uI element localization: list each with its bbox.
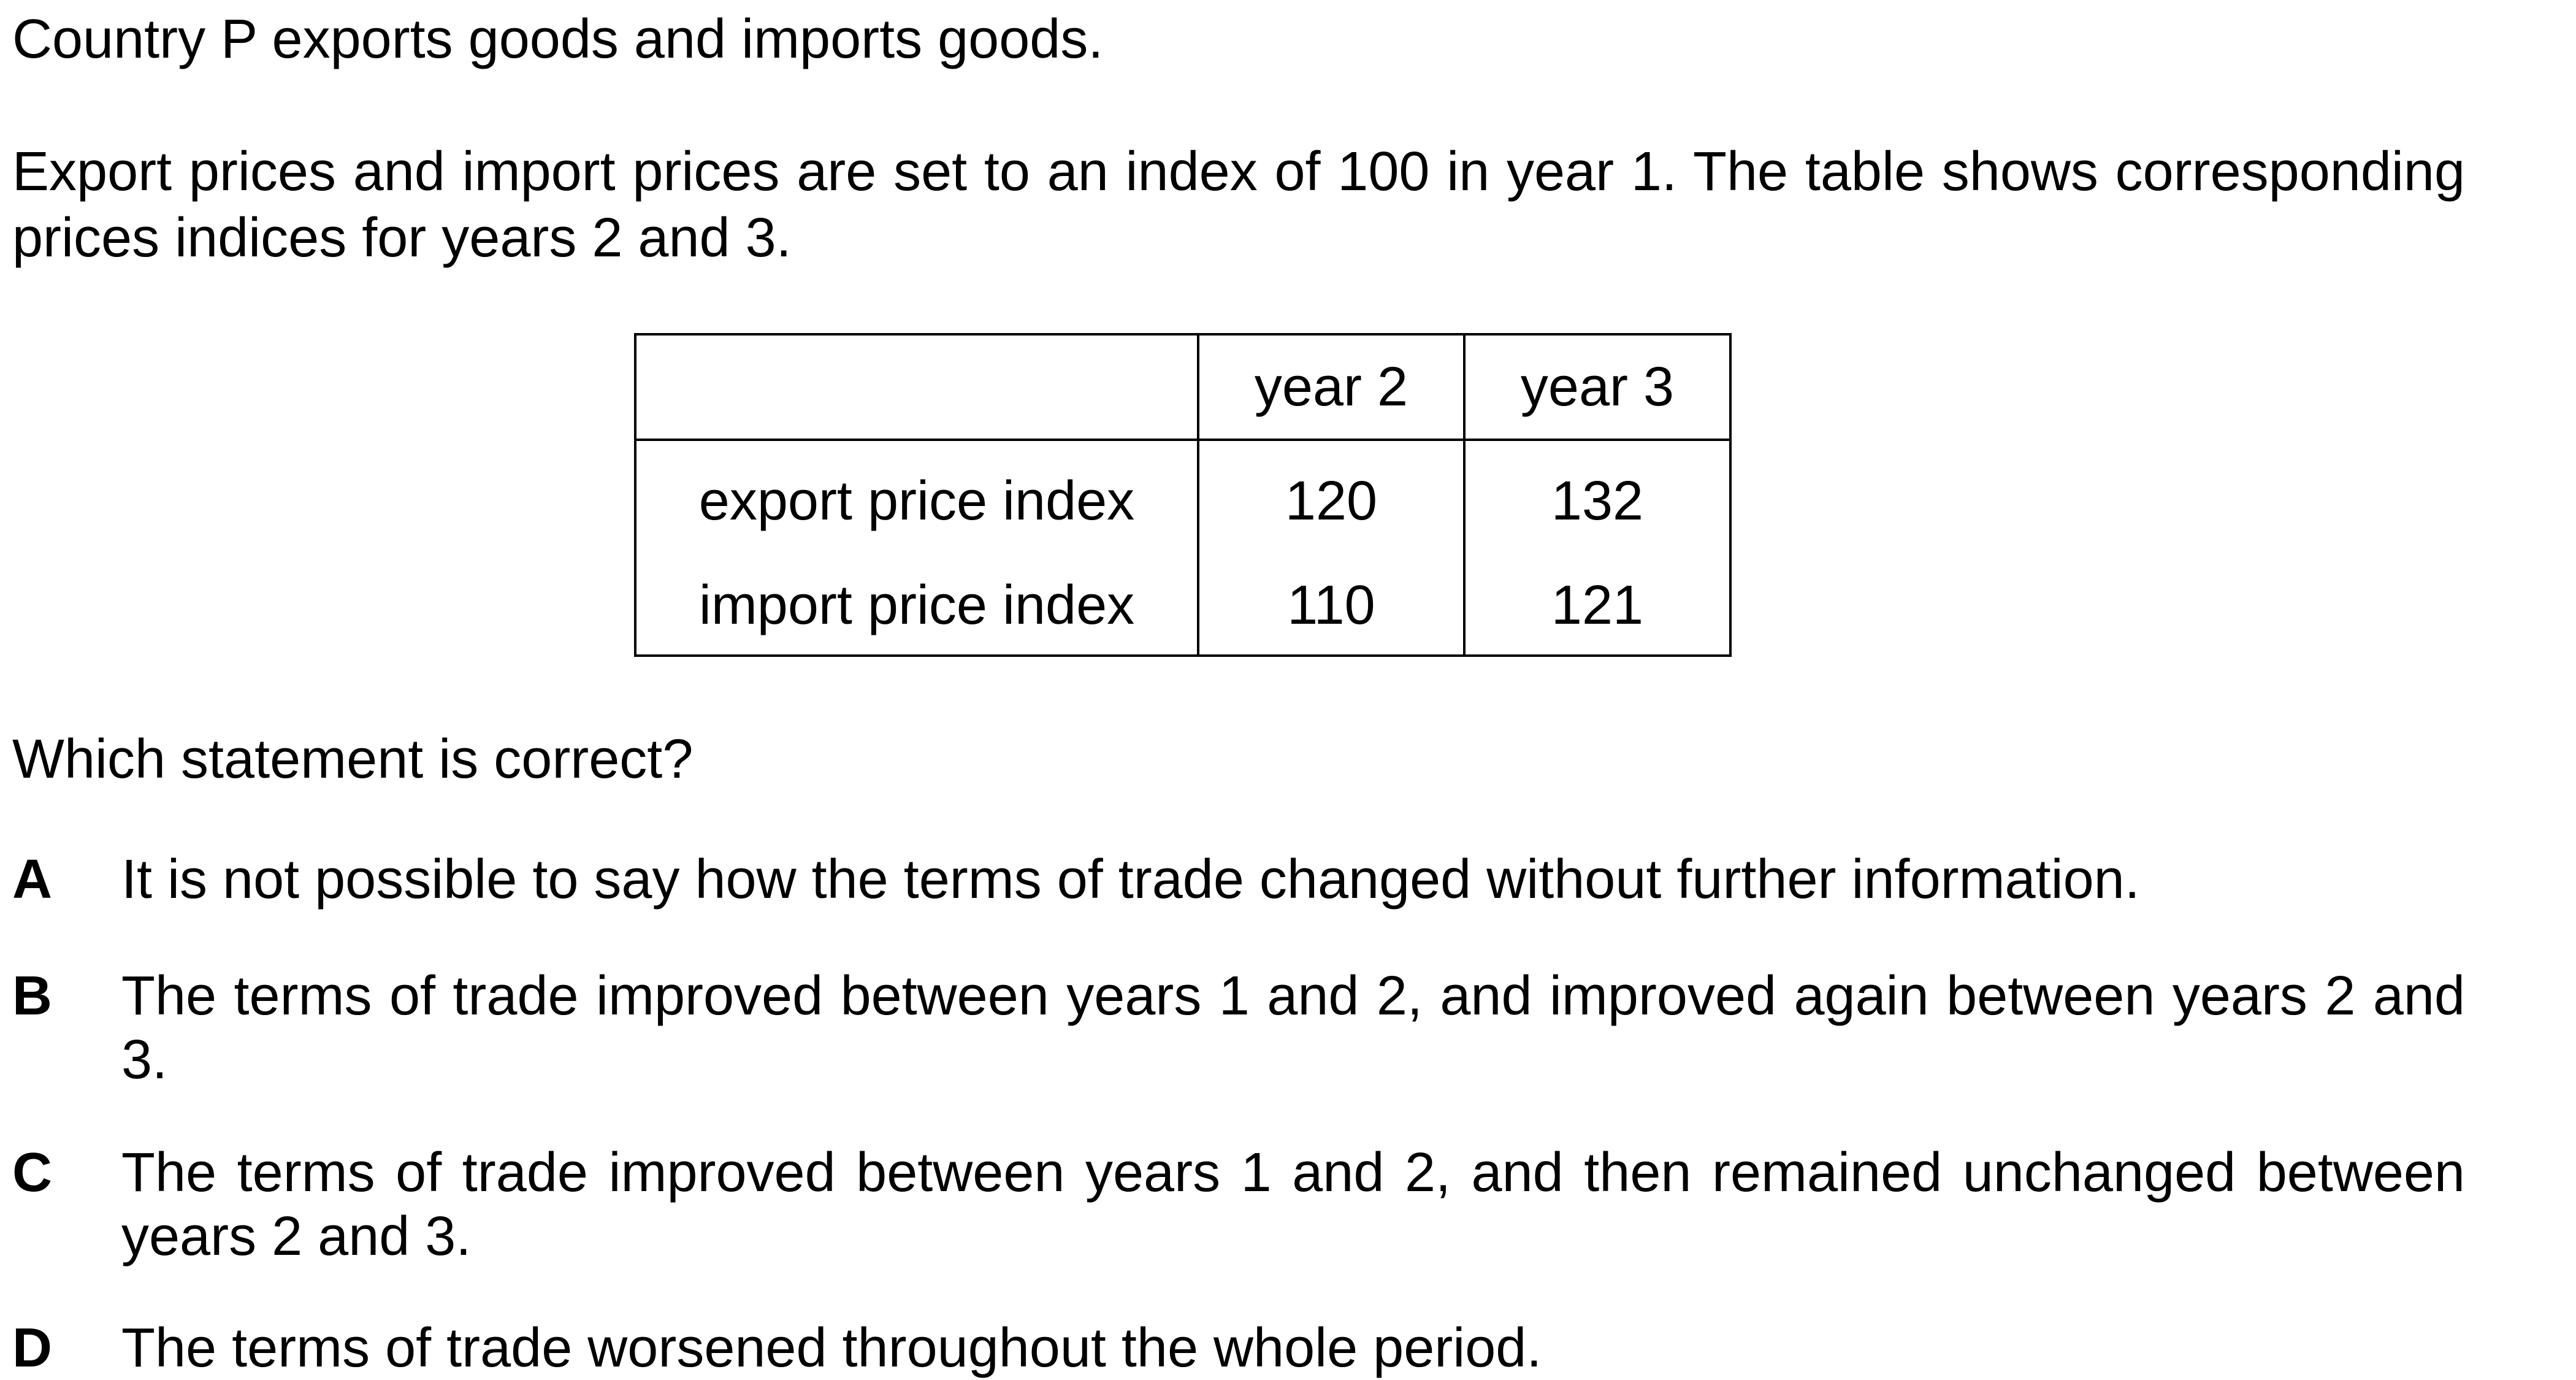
option-text: The terms of trade improved between year…	[121, 1142, 2465, 1267]
option-letter: A	[12, 849, 52, 910]
option-text: It is not possible to say how the terms …	[121, 849, 2140, 910]
option-letter: D	[12, 1317, 52, 1379]
table-header-year-3: year 3	[1463, 333, 1732, 441]
intro-sentence: Country P exports goods and imports good…	[12, 9, 1104, 70]
table-row: export price index 120 132	[634, 440, 1732, 556]
cell-export-year-2: 120	[1197, 440, 1466, 556]
question-text: Which statement is correct?	[12, 729, 694, 790]
cell-import-year-3: 121	[1463, 556, 1732, 657]
cell-import-year-2: 110	[1197, 556, 1466, 657]
row-label-export: export price index	[634, 440, 1199, 556]
table-header-empty	[634, 333, 1199, 441]
option-letter: B	[12, 965, 52, 1027]
option-text: The terms of trade improved between year…	[121, 965, 2465, 1091]
table-row: import price index 110 121	[634, 556, 1732, 657]
price-index-table: year 2 year 3 export price index 120 132…	[634, 333, 1732, 657]
table-header-year-2: year 2	[1197, 333, 1466, 441]
table-header-row: year 2 year 3	[634, 333, 1732, 441]
option-text: The terms of trade worsened throughout t…	[121, 1317, 1542, 1379]
option-letter: C	[12, 1142, 52, 1203]
cell-export-year-3: 132	[1463, 440, 1732, 556]
intro-description: Export prices and import prices are set …	[12, 141, 2465, 269]
row-label-import: import price index	[634, 556, 1199, 657]
